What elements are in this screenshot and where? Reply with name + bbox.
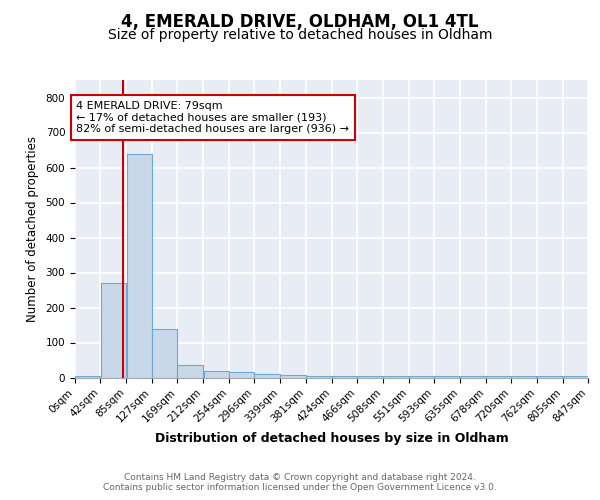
Text: Contains HM Land Registry data © Crown copyright and database right 2024.: Contains HM Land Registry data © Crown c… xyxy=(124,472,476,482)
Bar xyxy=(127,154,152,378)
Bar xyxy=(460,376,485,378)
X-axis label: Distribution of detached houses by size in Oldham: Distribution of detached houses by size … xyxy=(155,432,508,446)
Bar xyxy=(101,283,127,378)
Bar xyxy=(152,328,177,378)
Y-axis label: Number of detached properties: Number of detached properties xyxy=(26,136,39,322)
Text: 4, EMERALD DRIVE, OLDHAM, OL1 4TL: 4, EMERALD DRIVE, OLDHAM, OL1 4TL xyxy=(121,12,479,30)
Bar xyxy=(563,376,588,378)
Text: Contains public sector information licensed under the Open Government Licence v3: Contains public sector information licen… xyxy=(103,484,497,492)
Bar xyxy=(434,376,460,378)
Bar xyxy=(486,376,511,378)
Bar xyxy=(332,376,357,378)
Text: Size of property relative to detached houses in Oldham: Size of property relative to detached ho… xyxy=(108,28,492,42)
Bar xyxy=(383,376,409,378)
Bar xyxy=(409,376,434,378)
Bar xyxy=(280,374,305,378)
Bar xyxy=(536,376,562,378)
Bar xyxy=(306,376,332,378)
Bar xyxy=(178,365,203,378)
Text: 4 EMERALD DRIVE: 79sqm
← 17% of detached houses are smaller (193)
82% of semi-de: 4 EMERALD DRIVE: 79sqm ← 17% of detached… xyxy=(76,101,349,134)
Bar xyxy=(203,370,229,378)
Bar xyxy=(229,372,254,378)
Bar xyxy=(75,376,100,378)
Bar xyxy=(254,374,280,378)
Bar xyxy=(511,376,536,378)
Bar xyxy=(358,376,383,378)
